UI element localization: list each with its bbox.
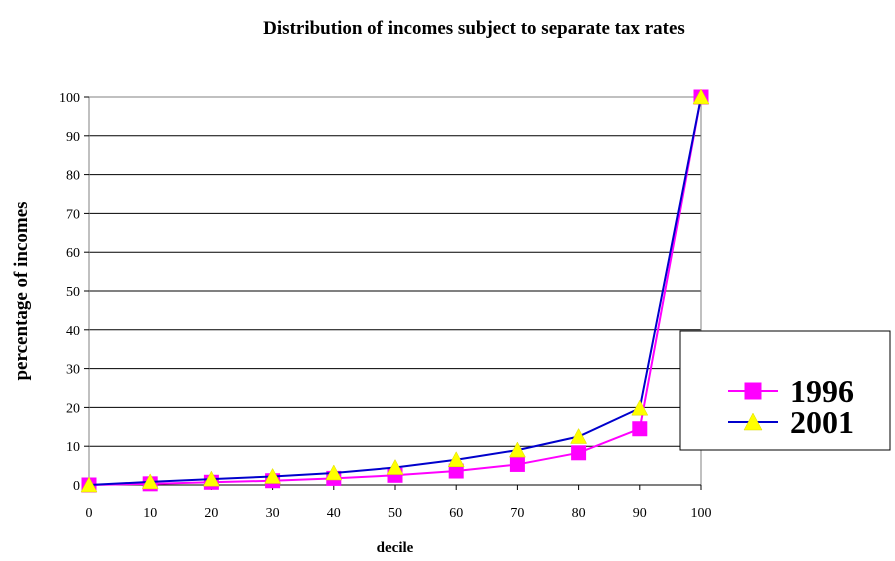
y-tick-label: 90: [66, 130, 80, 145]
triangle-marker: [570, 427, 588, 444]
x-tick-label: 100: [691, 506, 712, 521]
legend-label: 1996: [790, 373, 854, 409]
gridlines: [89, 96, 701, 447]
triangle-marker: [631, 399, 649, 416]
y-tick-label: 0: [73, 479, 80, 494]
y-tick-label: 80: [66, 169, 80, 184]
square-marker: [509, 456, 525, 472]
triangle-marker: [743, 412, 763, 431]
y-axis-title: percentage of incomes: [11, 201, 32, 380]
y-tick-label: 30: [66, 363, 80, 378]
triangle-marker: [508, 441, 526, 458]
x-tick-label: 40: [327, 506, 341, 521]
x-tick-label: 50: [388, 506, 402, 521]
x-tick-label: 90: [633, 506, 647, 521]
square-marker: [744, 382, 762, 400]
triangle-marker: [692, 88, 710, 105]
triangle-marker: [447, 451, 465, 468]
triangle-marker: [325, 464, 343, 481]
square-marker: [632, 421, 648, 437]
chart-title: Distribution of incomes subject to separ…: [263, 18, 685, 39]
x-tick-label: 10: [143, 506, 157, 521]
series: [80, 88, 710, 493]
x-axis-title: decile: [377, 540, 414, 556]
y-tick-label: 60: [66, 246, 80, 261]
y-tick-label: 50: [66, 285, 80, 300]
series-2001: [80, 88, 710, 493]
x-tick-label: 60: [449, 506, 463, 521]
triangle-marker: [264, 467, 282, 484]
legend-label: 2001: [790, 404, 854, 440]
triangle-marker: [386, 459, 404, 475]
triangle-marker: [141, 473, 159, 490]
triangle-marker: [80, 476, 98, 493]
y-tick-label: 100: [59, 91, 80, 106]
triangle-marker: [202, 470, 220, 487]
y-tick-label: 40: [66, 324, 80, 339]
x-tick-label: 80: [572, 506, 586, 521]
x-tick-label: 30: [266, 506, 280, 521]
y-tick-label: 20: [66, 401, 80, 416]
square-marker: [571, 445, 587, 461]
legend-box: [679, 330, 891, 451]
axes: 0 10 20 30 40 50 60 70 80 90 100 0 10 20 30 40 50 60 70 80 9…: [59, 91, 712, 521]
x-tick-label: 20: [204, 506, 218, 521]
y-tick-label: 70: [66, 207, 80, 222]
y-tick-label: 10: [66, 440, 80, 455]
x-tick-label: 0: [86, 506, 93, 521]
x-tick-label: 70: [510, 506, 524, 521]
